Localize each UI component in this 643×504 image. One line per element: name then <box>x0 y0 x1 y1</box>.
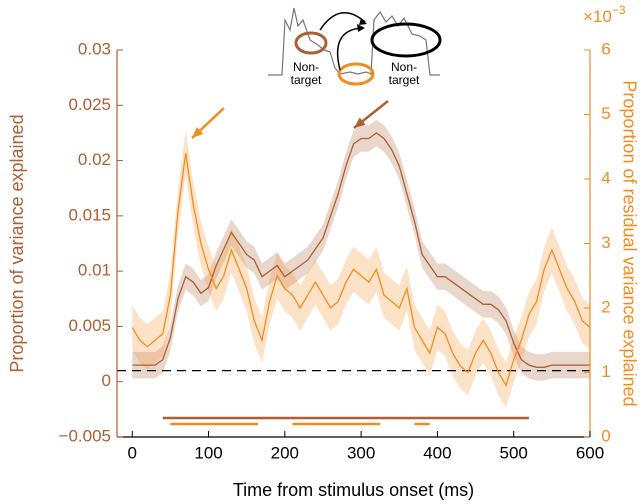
x-tick-label: 400 <box>423 443 451 462</box>
y-tick-label: 0.025 <box>68 95 111 114</box>
x-axis-label: Time from stimulus onset (ms) <box>233 480 474 500</box>
inset-label: target <box>389 73 420 87</box>
inset-label: target <box>291 73 322 87</box>
y2-multiplier: ×10−3 <box>583 3 626 26</box>
error-band <box>132 130 591 408</box>
y2-tick-label: 1 <box>601 362 610 381</box>
y-axis-label: Proportion of variance explained <box>7 114 27 372</box>
arrow-head <box>192 127 204 138</box>
arrow-head <box>354 117 366 128</box>
x-tick-label: 0 <box>128 443 137 462</box>
y-tick-label: 0.005 <box>68 316 111 335</box>
series-line <box>132 132 590 368</box>
y2-axis-label: Proportion of residual variance explaine… <box>619 80 639 406</box>
y-tick-label: 0.01 <box>78 261 111 280</box>
multiplier-base: ×10 <box>583 7 612 26</box>
y-tick-label: 0.015 <box>68 205 111 224</box>
y-tick-label: 0.03 <box>78 39 111 58</box>
y2-tick-label: 3 <box>601 233 610 252</box>
x-tick-label: 500 <box>500 443 528 462</box>
inset-diagram <box>268 7 442 86</box>
x-tick-label: 200 <box>271 443 299 462</box>
y-tick-label: 0.02 <box>78 150 111 169</box>
y2-tick-label: 6 <box>601 39 610 58</box>
y2-tick-label: 5 <box>601 104 610 123</box>
x-tick-label: 300 <box>347 443 375 462</box>
y2-tick-label: 0 <box>601 426 610 445</box>
multiplier-exponent: −3 <box>612 3 626 17</box>
y2-tick-label: 2 <box>601 297 610 316</box>
y2-tick-label: 4 <box>601 168 610 187</box>
x-tick-label: 600 <box>576 443 604 462</box>
series-line <box>131 153 591 388</box>
inset-label: Non- <box>391 60 417 74</box>
y-tick-label: 0 <box>102 371 111 390</box>
inset-label: Non- <box>293 60 319 74</box>
x-tick-label: 100 <box>194 443 222 462</box>
y-tick-label: −0.005 <box>59 426 111 445</box>
